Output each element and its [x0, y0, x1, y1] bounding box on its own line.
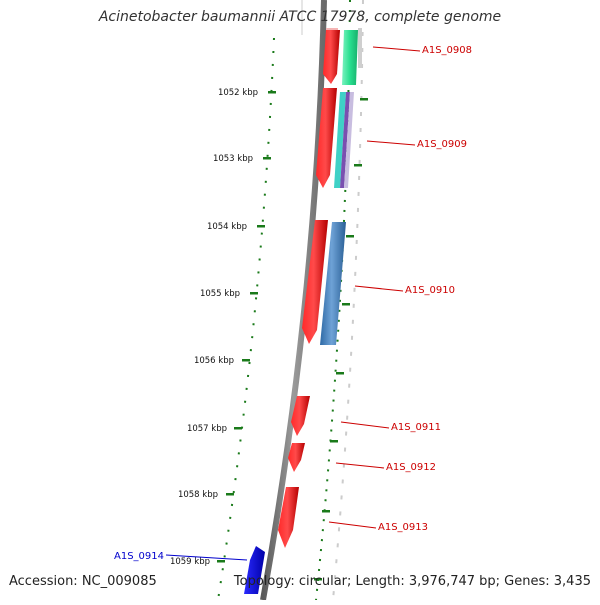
- scale-tick-mark: [226, 493, 234, 496]
- accession-text: Accession: NC_009085: [9, 574, 157, 589]
- outer-tick-mark: [322, 510, 330, 513]
- outer-dotted-ring: [315, 0, 351, 601]
- outer-tick-mark: [342, 303, 350, 306]
- gene-features: [244, 30, 340, 594]
- gene-arrow-a1s-0912[interactable]: [288, 443, 305, 472]
- outer-tick-mark: [336, 372, 344, 375]
- scale-tick-label: 1053 kbp: [213, 154, 253, 164]
- scale-tick-mark: [217, 560, 225, 563]
- gene-label-a1s-0911[interactable]: A1S_0911: [391, 422, 441, 433]
- gene-label-leader: [354, 285, 404, 292]
- scale-tick-mark: [234, 427, 242, 430]
- topology-summary: Topology: circular; Length: 3,976,747 bp…: [233, 574, 591, 589]
- gene-arrow-a1s-0913[interactable]: [278, 487, 299, 548]
- gene-label-leader: [366, 140, 416, 146]
- gene-arrow-a1s-0908[interactable]: [323, 30, 340, 84]
- scale-ticks: 1052 kbp 1053 kbp 1054 kbp 1055 kbp 1056 kbp…: [170, 88, 368, 581]
- gene-labels: A1S_0908 A1S_0909 A1S_0910 A1S_0911 A1S_0912…: [114, 45, 472, 562]
- gene-label-leader: [335, 462, 385, 469]
- gene-label-a1s-0910[interactable]: A1S_0910: [405, 285, 455, 296]
- gene-label-a1s-0912[interactable]: A1S_0912: [386, 462, 436, 473]
- gene-label-a1s-0908[interactable]: A1S_0908: [422, 45, 472, 56]
- gene-label-a1s-0909[interactable]: A1S_0909: [417, 139, 467, 150]
- gene-label-leader: [372, 46, 421, 52]
- outer-tick-mark: [314, 578, 322, 581]
- gene-label-a1s-0914[interactable]: A1S_0914: [114, 551, 164, 562]
- scale-tick-mark: [257, 225, 265, 228]
- gc-strip: [358, 28, 362, 68]
- gene-arrow-a1s-0909[interactable]: [316, 88, 337, 188]
- scale-tick-label: 1054 kbp: [207, 222, 247, 232]
- scale-tick-label: 1059 kbp: [170, 557, 210, 567]
- feature-steel: [320, 222, 346, 345]
- scale-tick-mark: [268, 91, 276, 94]
- scale-tick-label: 1052 kbp: [218, 88, 258, 98]
- scale-tick-label: 1058 kbp: [178, 490, 218, 500]
- outer-tick-mark: [346, 235, 354, 238]
- feature-multicolor: [334, 92, 354, 188]
- scale-tick-mark: [250, 292, 258, 295]
- backbone: [260, 0, 327, 601]
- feature-green: [342, 30, 358, 85]
- gene-arrow-a1s-0911[interactable]: [291, 396, 310, 436]
- gene-arrow-a1s-0914[interactable]: [244, 546, 265, 594]
- scale-tick-label: 1056 kbp: [194, 356, 234, 366]
- gene-label-leader: [340, 421, 390, 429]
- scale-tick-mark: [263, 157, 271, 160]
- outer-tick-mark: [360, 98, 368, 101]
- inner-dotted-ring: [217, 37, 275, 601]
- gene-label-leader: [328, 521, 377, 529]
- map-title: Acinetobacter baumannii ATCC 17978, comp…: [98, 9, 502, 25]
- scale-tick-label: 1057 kbp: [187, 424, 227, 434]
- scale-tick-label: 1055 kbp: [200, 289, 240, 299]
- outer-tick-mark: [354, 164, 362, 167]
- outer-tick-mark: [330, 440, 338, 443]
- scale-tick-mark: [242, 359, 250, 362]
- gene-label-leader: [165, 554, 248, 561]
- gene-arrow-a1s-0910[interactable]: [302, 220, 328, 344]
- gene-label-a1s-0913[interactable]: A1S_0913: [378, 522, 428, 533]
